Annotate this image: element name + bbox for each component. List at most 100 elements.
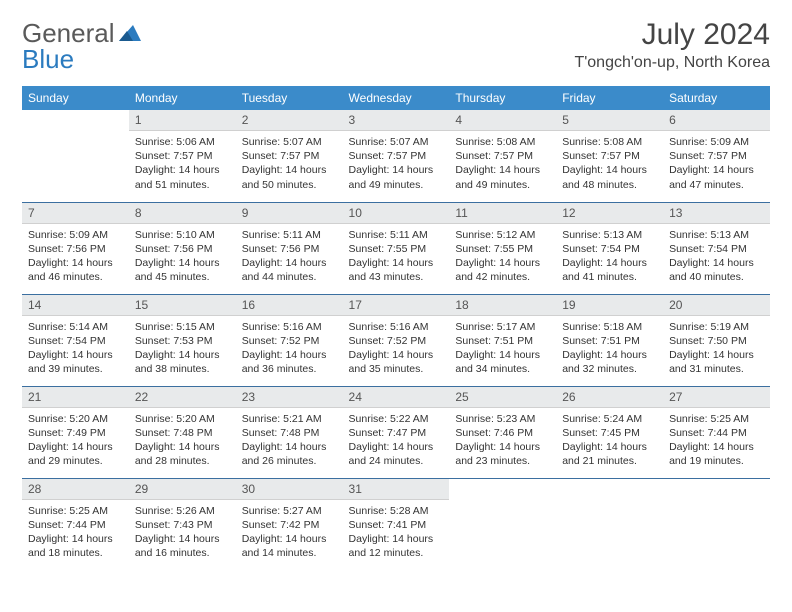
day-number: 15: [129, 295, 236, 316]
sunrise-text: Sunrise: 5:07 AM: [242, 135, 337, 149]
day-content: Sunrise: 5:26 AMSunset: 7:43 PMDaylight:…: [129, 500, 236, 567]
calendar-cell: 31Sunrise: 5:28 AMSunset: 7:41 PMDayligh…: [343, 478, 450, 570]
sunset-text: Sunset: 7:47 PM: [349, 426, 444, 440]
calendar-cell: 4Sunrise: 5:08 AMSunset: 7:57 PMDaylight…: [449, 110, 556, 202]
sunrise-text: Sunrise: 5:27 AM: [242, 504, 337, 518]
calendar-cell: 5Sunrise: 5:08 AMSunset: 7:57 PMDaylight…: [556, 110, 663, 202]
sunset-text: Sunset: 7:51 PM: [562, 334, 657, 348]
daylight-text: Daylight: 14 hours and 43 minutes.: [349, 256, 444, 284]
day-number: 30: [236, 479, 343, 500]
daylight-text: Daylight: 14 hours and 23 minutes.: [455, 440, 550, 468]
weekday-header: Thursday: [449, 86, 556, 110]
daylight-text: Daylight: 14 hours and 18 minutes.: [28, 532, 123, 560]
sunrise-text: Sunrise: 5:20 AM: [135, 412, 230, 426]
day-content: Sunrise: 5:23 AMSunset: 7:46 PMDaylight:…: [449, 408, 556, 475]
calendar-week-row: 28Sunrise: 5:25 AMSunset: 7:44 PMDayligh…: [22, 478, 770, 570]
day-number: 6: [663, 110, 770, 131]
sunrise-text: Sunrise: 5:17 AM: [455, 320, 550, 334]
location-text: T'ongch'on-up, North Korea: [574, 54, 770, 72]
day-content: Sunrise: 5:19 AMSunset: 7:50 PMDaylight:…: [663, 316, 770, 383]
sunrise-text: Sunrise: 5:08 AM: [562, 135, 657, 149]
sunrise-text: Sunrise: 5:25 AM: [669, 412, 764, 426]
weekday-header: Monday: [129, 86, 236, 110]
day-number: 26: [556, 387, 663, 408]
day-content: Sunrise: 5:15 AMSunset: 7:53 PMDaylight:…: [129, 316, 236, 383]
calendar-cell: 30Sunrise: 5:27 AMSunset: 7:42 PMDayligh…: [236, 478, 343, 570]
sunrise-text: Sunrise: 5:13 AM: [562, 228, 657, 242]
weekday-header-row: Sunday Monday Tuesday Wednesday Thursday…: [22, 86, 770, 110]
day-number: 22: [129, 387, 236, 408]
calendar-cell: 22Sunrise: 5:20 AMSunset: 7:48 PMDayligh…: [129, 386, 236, 478]
calendar-cell: [556, 478, 663, 570]
daylight-text: Daylight: 14 hours and 41 minutes.: [562, 256, 657, 284]
day-content: Sunrise: 5:16 AMSunset: 7:52 PMDaylight:…: [343, 316, 450, 383]
weekday-header: Friday: [556, 86, 663, 110]
day-content: Sunrise: 5:17 AMSunset: 7:51 PMDaylight:…: [449, 316, 556, 383]
day-content: Sunrise: 5:10 AMSunset: 7:56 PMDaylight:…: [129, 224, 236, 291]
daylight-text: Daylight: 14 hours and 26 minutes.: [242, 440, 337, 468]
day-number: 19: [556, 295, 663, 316]
day-content: Sunrise: 5:09 AMSunset: 7:57 PMDaylight:…: [663, 131, 770, 198]
logo-text-blue: Blue: [22, 44, 74, 75]
calendar-cell: 13Sunrise: 5:13 AMSunset: 7:54 PMDayligh…: [663, 202, 770, 294]
daylight-text: Daylight: 14 hours and 49 minutes.: [349, 163, 444, 191]
day-number: 4: [449, 110, 556, 131]
calendar-week-row: 14Sunrise: 5:14 AMSunset: 7:54 PMDayligh…: [22, 294, 770, 386]
day-content: Sunrise: 5:27 AMSunset: 7:42 PMDaylight:…: [236, 500, 343, 567]
calendar-cell: [449, 478, 556, 570]
calendar-cell: 23Sunrise: 5:21 AMSunset: 7:48 PMDayligh…: [236, 386, 343, 478]
calendar-cell: 19Sunrise: 5:18 AMSunset: 7:51 PMDayligh…: [556, 294, 663, 386]
title-block: July 2024 T'ongch'on-up, North Korea: [574, 18, 770, 72]
calendar-cell: 14Sunrise: 5:14 AMSunset: 7:54 PMDayligh…: [22, 294, 129, 386]
sunset-text: Sunset: 7:57 PM: [669, 149, 764, 163]
calendar-cell: 21Sunrise: 5:20 AMSunset: 7:49 PMDayligh…: [22, 386, 129, 478]
calendar-cell: [663, 478, 770, 570]
sunrise-text: Sunrise: 5:28 AM: [349, 504, 444, 518]
sunset-text: Sunset: 7:55 PM: [455, 242, 550, 256]
sunset-text: Sunset: 7:56 PM: [242, 242, 337, 256]
sunrise-text: Sunrise: 5:13 AM: [669, 228, 764, 242]
daylight-text: Daylight: 14 hours and 12 minutes.: [349, 532, 444, 560]
day-number: 27: [663, 387, 770, 408]
day-content: Sunrise: 5:24 AMSunset: 7:45 PMDaylight:…: [556, 408, 663, 475]
sunset-text: Sunset: 7:57 PM: [455, 149, 550, 163]
day-number: 18: [449, 295, 556, 316]
day-content: Sunrise: 5:20 AMSunset: 7:48 PMDaylight:…: [129, 408, 236, 475]
daylight-text: Daylight: 14 hours and 44 minutes.: [242, 256, 337, 284]
day-number: 9: [236, 203, 343, 224]
calendar-cell: 10Sunrise: 5:11 AMSunset: 7:55 PMDayligh…: [343, 202, 450, 294]
day-number: 21: [22, 387, 129, 408]
calendar-week-row: 21Sunrise: 5:20 AMSunset: 7:49 PMDayligh…: [22, 386, 770, 478]
sunset-text: Sunset: 7:48 PM: [135, 426, 230, 440]
sunset-text: Sunset: 7:56 PM: [28, 242, 123, 256]
sunrise-text: Sunrise: 5:21 AM: [242, 412, 337, 426]
calendar-cell: 28Sunrise: 5:25 AMSunset: 7:44 PMDayligh…: [22, 478, 129, 570]
day-content: Sunrise: 5:13 AMSunset: 7:54 PMDaylight:…: [556, 224, 663, 291]
calendar-cell: 3Sunrise: 5:07 AMSunset: 7:57 PMDaylight…: [343, 110, 450, 202]
sunset-text: Sunset: 7:42 PM: [242, 518, 337, 532]
daylight-text: Daylight: 14 hours and 19 minutes.: [669, 440, 764, 468]
sunset-text: Sunset: 7:54 PM: [28, 334, 123, 348]
sunrise-text: Sunrise: 5:09 AM: [669, 135, 764, 149]
calendar-cell: 17Sunrise: 5:16 AMSunset: 7:52 PMDayligh…: [343, 294, 450, 386]
daylight-text: Daylight: 14 hours and 28 minutes.: [135, 440, 230, 468]
day-content: Sunrise: 5:07 AMSunset: 7:57 PMDaylight:…: [236, 131, 343, 198]
calendar-cell: 8Sunrise: 5:10 AMSunset: 7:56 PMDaylight…: [129, 202, 236, 294]
day-number: 28: [22, 479, 129, 500]
sunrise-text: Sunrise: 5:18 AM: [562, 320, 657, 334]
sunset-text: Sunset: 7:51 PM: [455, 334, 550, 348]
sunset-text: Sunset: 7:57 PM: [135, 149, 230, 163]
day-content: Sunrise: 5:22 AMSunset: 7:47 PMDaylight:…: [343, 408, 450, 475]
day-content: Sunrise: 5:16 AMSunset: 7:52 PMDaylight:…: [236, 316, 343, 383]
daylight-text: Daylight: 14 hours and 42 minutes.: [455, 256, 550, 284]
daylight-text: Daylight: 14 hours and 31 minutes.: [669, 348, 764, 376]
day-number: 3: [343, 110, 450, 131]
daylight-text: Daylight: 14 hours and 21 minutes.: [562, 440, 657, 468]
sunrise-text: Sunrise: 5:16 AM: [242, 320, 337, 334]
day-number: 16: [236, 295, 343, 316]
month-title: July 2024: [574, 18, 770, 52]
day-content: Sunrise: 5:09 AMSunset: 7:56 PMDaylight:…: [22, 224, 129, 291]
daylight-text: Daylight: 14 hours and 34 minutes.: [455, 348, 550, 376]
sunset-text: Sunset: 7:41 PM: [349, 518, 444, 532]
sunrise-text: Sunrise: 5:11 AM: [242, 228, 337, 242]
